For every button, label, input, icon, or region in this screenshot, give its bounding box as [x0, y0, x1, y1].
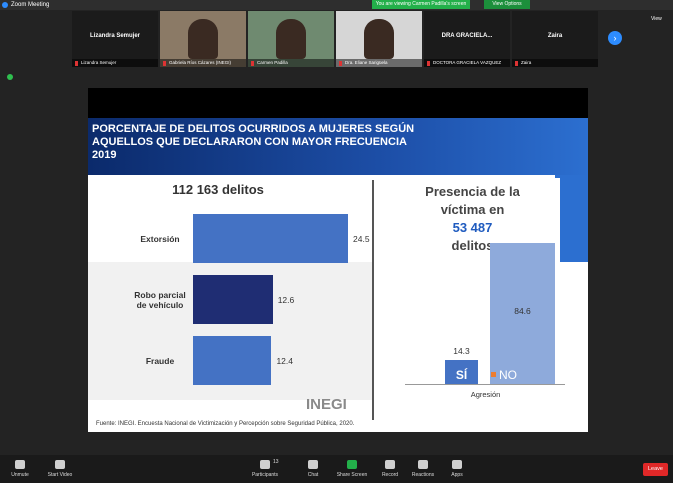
toolbar-button[interactable]: Start Video — [30, 472, 90, 478]
chart-title: 112 163 delitos — [148, 182, 288, 197]
category-label: NO — [499, 368, 517, 382]
title-bar: Zoom Meeting You are viewing Carmen Padi… — [0, 0, 673, 10]
baseline — [405, 384, 565, 385]
participant-name: Lizandra Semujer — [72, 33, 158, 39]
toolbar-icon[interactable] — [385, 460, 395, 469]
participant-label: DOCTORA GRACIELA VAZQUEZ — [424, 59, 510, 67]
participant-count: 13 — [273, 459, 279, 465]
participant-label: Carmen Padilla — [248, 59, 334, 67]
participant-tile: Dra. Eliane Sarigüela — [336, 11, 422, 67]
participant-name: DRA GRACIELA... — [424, 33, 510, 39]
sharing-banner: You are viewing Carmen Padilla's screen — [372, 0, 470, 9]
source-note: Fuente: INEGI. Encuesta Nacional de Vict… — [96, 421, 354, 427]
title-line: 2019 — [92, 149, 414, 162]
chart-title-line: Presencia de la — [385, 184, 560, 199]
value-label: 12.4 — [276, 356, 293, 366]
toolbar-icon[interactable] — [260, 460, 270, 469]
window-title: Zoom Meeting — [11, 0, 49, 10]
participant-label: Lizandra Semujer — [72, 59, 158, 67]
title-line: AQUELLOS QUE DECLARARON CON MAYOR FRECUE… — [92, 136, 414, 149]
category-label: Robo parcial de vehículo — [130, 275, 190, 324]
leave-button[interactable]: Leave — [643, 463, 668, 476]
participant-video — [188, 19, 218, 59]
participant-video — [276, 19, 306, 59]
bar — [193, 275, 273, 324]
participant-tile: Carmen Padilla — [248, 11, 334, 67]
participant-tile: Lizandra Semujer Lizandra Semujer — [72, 11, 158, 67]
view-button[interactable]: View — [651, 16, 662, 22]
shared-screen: PORCENTAJE DE DELITOS OCURRIDOS A MUJERE… — [88, 88, 588, 432]
bar — [193, 336, 271, 385]
view-options[interactable]: View Options — [484, 0, 530, 9]
status-dot — [7, 74, 13, 80]
toolbar-icon[interactable] — [308, 460, 318, 469]
app-icon — [2, 2, 8, 8]
divider — [372, 180, 374, 420]
legend-swatch — [491, 372, 496, 377]
chart-title-line: 53 487 — [385, 220, 560, 235]
inegi-logo: INEGI — [306, 396, 347, 413]
value-label: 14.3 — [445, 346, 478, 356]
toolbar-icon[interactable] — [55, 460, 65, 469]
category-label: SÍ — [445, 368, 478, 382]
slide-title: PORCENTAJE DE DELITOS OCURRIDOS A MUJERE… — [92, 123, 414, 162]
x-axis-label: Agresión — [448, 390, 523, 399]
participant-tile: Zaira Zaira — [512, 11, 598, 67]
participant-label: Dra. Eliane Sarigüela — [336, 59, 422, 67]
zoom-window: Zoom Meeting You are viewing Carmen Padi… — [0, 0, 673, 483]
toolbar-icon[interactable] — [347, 460, 357, 469]
toolbar-icon[interactable] — [418, 460, 428, 469]
value-label: 12.6 — [278, 295, 295, 305]
participant-label: Gabriela Ríos Cázares (INEGI) — [160, 59, 246, 67]
participant-tile: DRA GRACIELA... DOCTORA GRACIELA VAZQUEZ — [424, 11, 510, 67]
toolbar-icon[interactable] — [452, 460, 462, 469]
bar — [193, 214, 348, 263]
title-line: PORCENTAJE DE DELITOS OCURRIDOS A MUJERE… — [92, 123, 414, 136]
category-label: Extorsión — [130, 214, 190, 263]
toolbar-icon[interactable] — [15, 460, 25, 469]
toolbar-button[interactable]: Apps — [427, 472, 487, 478]
participant-label: Zaira — [512, 59, 598, 67]
chart-title-line: víctima en — [385, 202, 560, 217]
participant-tile: Gabriela Ríos Cázares (INEGI) — [160, 11, 246, 67]
category-label: Fraude — [130, 336, 190, 385]
participant-video — [364, 19, 394, 59]
value-label: 24.5 — [353, 234, 370, 244]
next-page-button[interactable]: › — [608, 31, 622, 45]
value-label: 84.6 — [490, 306, 555, 316]
participant-name: Zaira — [512, 33, 598, 39]
